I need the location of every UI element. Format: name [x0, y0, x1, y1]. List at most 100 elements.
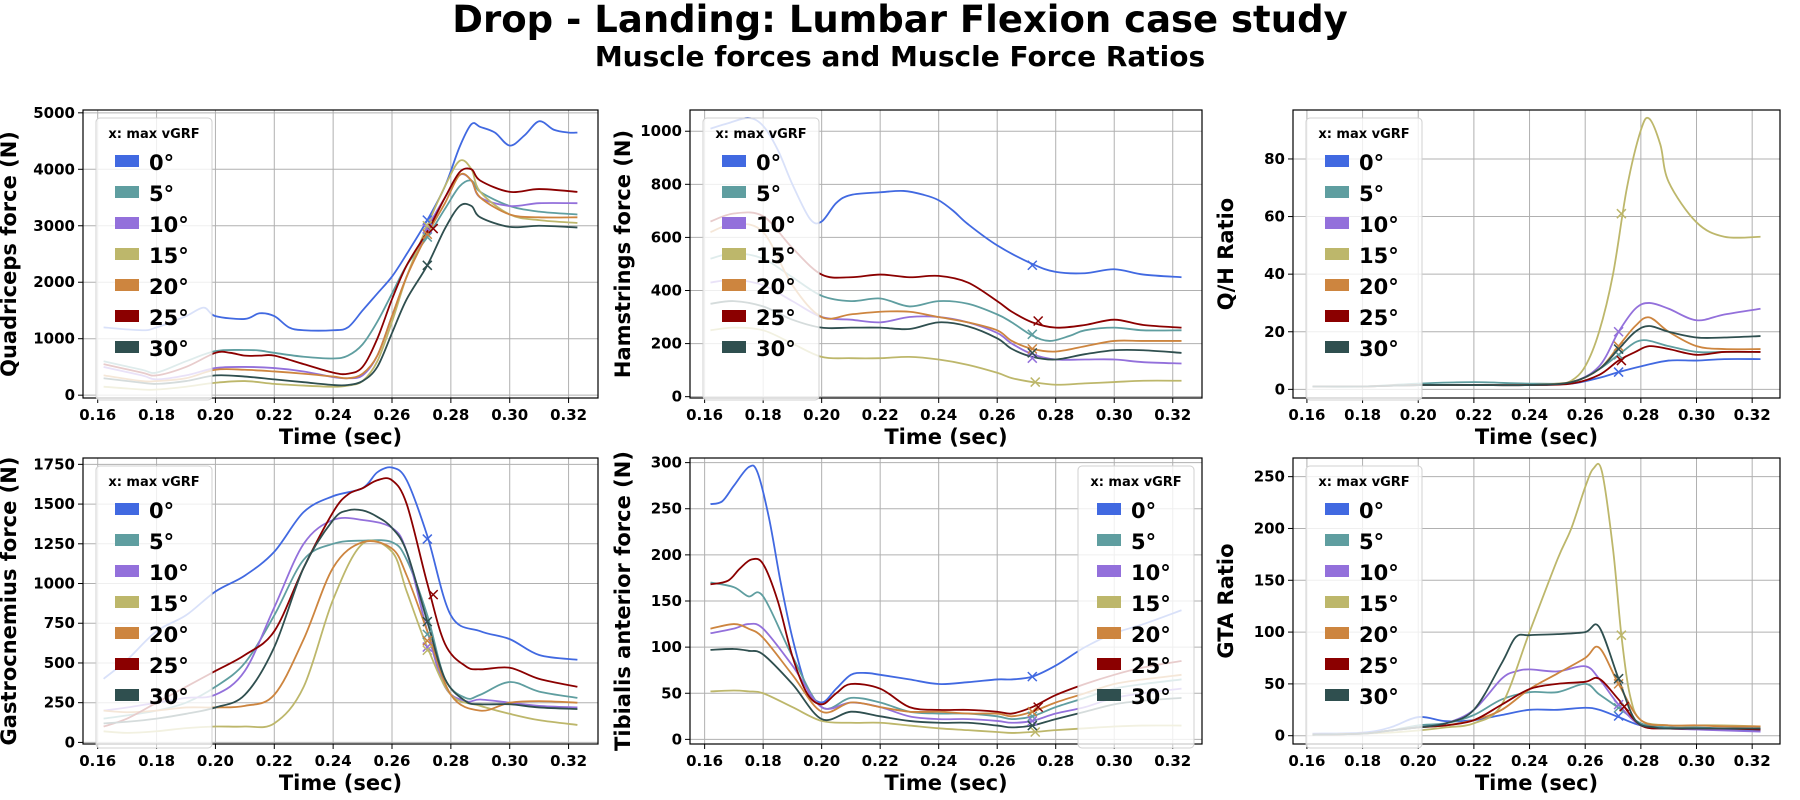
x-tick-label: 0.32 — [1734, 406, 1771, 424]
legend-swatch — [1097, 534, 1121, 546]
legend-swatch — [1325, 217, 1349, 229]
x-tick-label: 0.26 — [373, 752, 410, 770]
axes-frame — [82, 457, 599, 745]
y-tick-label: 250 — [1254, 468, 1285, 486]
legend-swatch — [1097, 503, 1121, 515]
legend-label: 25° — [1359, 654, 1399, 678]
legend-label: 25° — [1359, 306, 1399, 330]
series-line — [103, 167, 578, 377]
x-tick-label: 0.26 — [979, 752, 1016, 770]
legend-label: 5° — [1359, 182, 1384, 206]
max-vgrf-marker — [1616, 630, 1627, 641]
y-tick-label: 0 — [65, 386, 75, 404]
legend-label: 30° — [1359, 685, 1399, 709]
max-vgrf-marker — [1613, 341, 1624, 352]
max-vgrf-marker — [422, 645, 433, 656]
x-tick-label: 0.22 — [256, 406, 293, 424]
y-tick-label: 1000 — [33, 330, 75, 348]
legend-swatch — [115, 341, 139, 353]
legend-title: x: max vGRF — [108, 475, 199, 490]
legend-label: 25° — [149, 654, 189, 678]
legend-label: 0° — [149, 499, 174, 523]
axes-frame — [1292, 457, 1781, 745]
y-tick-label: 60 — [1264, 208, 1285, 226]
legend-swatch — [1325, 596, 1349, 608]
y-axis-label: Q/H Ratio — [1214, 198, 1238, 310]
legend-label: 5° — [756, 182, 781, 206]
y-tick-label: 250 — [44, 694, 75, 712]
legend-label: 20° — [149, 623, 189, 647]
legend-swatch — [1325, 279, 1349, 291]
x-tick-label: 0.22 — [1455, 406, 1492, 424]
legend: x: max vGRF 0° 5° 10° 15° 20° 25° 30° — [1305, 117, 1423, 401]
x-tick-label: 0.28 — [1037, 752, 1074, 770]
axes-frame — [689, 457, 1203, 745]
legend-swatch — [1097, 658, 1121, 670]
legend-swatch — [1325, 689, 1349, 701]
x-tick-label: 0.20 — [803, 406, 840, 424]
axes-frame — [689, 109, 1203, 399]
legend-swatch — [1325, 565, 1349, 577]
legend-label: 20° — [756, 275, 796, 299]
x-axis-label: Time (sec) — [1475, 425, 1598, 449]
legend-swatch — [115, 689, 139, 701]
y-tick-label: 800 — [651, 175, 682, 193]
series-line — [1312, 325, 1761, 388]
max-vgrf-marker — [422, 635, 433, 646]
legend-swatch — [722, 341, 746, 353]
legend-label: 25° — [1131, 654, 1171, 678]
max-vgrf-marker — [1027, 671, 1038, 682]
max-vgrf-marker — [422, 220, 433, 231]
x-tick-label: 0.28 — [1037, 406, 1074, 424]
max-vgrf-marker — [422, 260, 433, 271]
chart-panel: 0.16 0.18 0.20 0.22 0.24 0.26 0.28 0.30 0.32 0 200… — [611, 109, 1203, 449]
max-vgrf-marker — [1027, 715, 1038, 726]
legend-label: 30° — [1131, 685, 1171, 709]
x-tick-label: 0.20 — [197, 406, 234, 424]
x-tick-label: 0.30 — [1678, 406, 1715, 424]
x-tick-label: 0.30 — [1096, 406, 1133, 424]
x-tick-label: 0.16 — [1288, 752, 1325, 770]
x-tick-label: 0.16 — [1288, 406, 1325, 424]
legend-label: 10° — [756, 213, 796, 237]
legend-label: 10° — [149, 561, 189, 585]
x-tick-label: 0.20 — [1400, 752, 1437, 770]
legend-label: 20° — [1359, 623, 1399, 647]
legend-swatch — [1325, 155, 1349, 167]
y-tick-label: 80 — [1264, 150, 1285, 168]
max-vgrf-marker — [422, 232, 433, 243]
max-vgrf-marker — [1613, 710, 1624, 722]
axes-frame — [1292, 109, 1781, 399]
max-vgrf-marker — [1616, 355, 1627, 366]
x-axis-label: Time (sec) — [1475, 771, 1598, 795]
legend-swatch — [722, 217, 746, 229]
y-tick-label: 1500 — [33, 495, 75, 513]
max-vgrf-marker — [1030, 726, 1041, 738]
y-tick-label: 600 — [651, 228, 682, 246]
y-tick-label: 0 — [65, 733, 75, 751]
legend-swatch — [722, 186, 746, 198]
figure-subtitle: Muscle forces and Muscle Force Ratios — [594, 40, 1206, 73]
legend-label: 0° — [1359, 499, 1384, 523]
legend-title: x: max vGRF — [1318, 127, 1409, 142]
max-vgrf-marker — [1613, 344, 1624, 355]
max-vgrf-marker — [1613, 326, 1624, 337]
legend-title: x: max vGRF — [108, 127, 199, 142]
x-tick-label: 0.24 — [1511, 406, 1548, 424]
chart-panel: 0.16 0.18 0.20 0.22 0.24 0.26 0.28 0.30 0.32 0 250… — [0, 455, 599, 795]
y-axis-label: Quadriceps force (N) — [0, 131, 21, 377]
legend-swatch — [115, 248, 139, 260]
x-tick-label: 0.30 — [1096, 752, 1133, 770]
legend-label: 5° — [149, 530, 174, 554]
chart-panel: 0.16 0.18 0.20 0.22 0.24 0.26 0.28 0.30 0.32 0 100… — [0, 104, 599, 449]
x-tick-label: 0.18 — [1344, 752, 1381, 770]
x-tick-label: 0.22 — [1455, 752, 1492, 770]
x-tick-label: 0.30 — [491, 752, 528, 770]
y-tick-label: 100 — [651, 638, 682, 656]
x-tick-label: 0.26 — [1567, 406, 1604, 424]
y-tick-label: 750 — [44, 614, 75, 632]
chart-panel: 0.16 0.18 0.20 0.22 0.24 0.26 0.28 0.30 0.32 0 20 4… — [1214, 109, 1781, 449]
x-tick-label: 0.20 — [803, 752, 840, 770]
max-vgrf-marker — [1027, 720, 1038, 731]
x-tick-label: 0.32 — [1154, 406, 1191, 424]
